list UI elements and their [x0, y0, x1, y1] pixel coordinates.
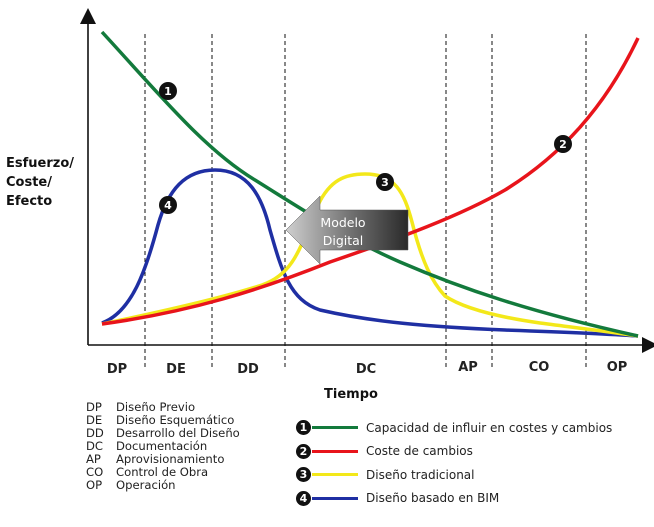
- legend-label: Diseño tradicional: [366, 467, 475, 482]
- y-axis-title: Coste/: [6, 175, 52, 190]
- phase-abbreviation-list: DP Diseño Previo DE Diseño Esquemático D…: [86, 401, 240, 492]
- legend-label: Capacidad de influir en costes y cambios: [366, 420, 613, 435]
- abbreviation-code: DC: [86, 439, 104, 453]
- abbreviation-name: Control de Obra: [116, 465, 209, 479]
- y-axis-title: Efecto: [6, 194, 52, 209]
- legend-item-influence: 1 Capacidad de influir en costes y cambi…: [296, 416, 612, 440]
- abbreviation-row: DP Diseño Previo: [86, 401, 240, 414]
- bim-design-curve: [101, 168, 639, 338]
- phase-label-dd: DD: [237, 362, 259, 377]
- legend-number-badge: 1: [296, 420, 311, 436]
- phase-label-de: DE: [166, 362, 186, 377]
- phase-label-ap: AP: [458, 360, 478, 375]
- abbreviation-row: CO Control de Obra: [86, 466, 240, 479]
- abbreviation-row: DC Documentación: [86, 440, 240, 453]
- abbreviation-name: Diseño Previo: [116, 400, 196, 414]
- legend-label: Diseño basado en BIM: [366, 491, 500, 506]
- abbreviation-code: AP: [86, 452, 101, 466]
- legend-item-bim: 4 Diseño basado en BIM: [296, 487, 612, 511]
- abbreviation-code: CO: [86, 465, 104, 479]
- abbreviation-code: DE: [86, 413, 103, 427]
- curve-legend: 1 Capacidad de influir en costes y cambi…: [296, 416, 612, 510]
- phase-label-co: CO: [529, 360, 550, 375]
- abbreviation-name: Aprovisionamiento: [116, 452, 225, 466]
- x-axis-title: Tiempo: [324, 387, 378, 402]
- svg-text:4: 4: [164, 199, 172, 212]
- phase-dividers: [144, 34, 587, 370]
- legend-item-cost: 2 Coste de cambios: [296, 440, 612, 464]
- abbreviation-name: Diseño Esquemático: [116, 413, 235, 427]
- digital-model-label: Digital: [323, 233, 364, 248]
- traditional-design-curve: [101, 172, 639, 338]
- legend-line-swatch: [312, 496, 358, 500]
- abbreviation-code: OP: [86, 478, 103, 492]
- legend-number-badge: 3: [296, 467, 311, 483]
- legend-line-swatch: [312, 449, 358, 453]
- phase-label-op: OP: [607, 360, 628, 375]
- cost-of-change-curve: [101, 37, 640, 326]
- curve-marker-3: 3: [376, 173, 394, 191]
- y-axis-title: Esfuerzo/: [6, 156, 74, 171]
- abbreviation-row: DD Desarrollo del Diseño: [86, 427, 240, 440]
- abbreviation-row: DE Diseño Esquemático: [86, 414, 240, 427]
- curve-marker-2: 2: [554, 135, 572, 153]
- abbreviation-code: DP: [86, 400, 102, 414]
- legend-number-badge: 2: [296, 443, 311, 459]
- phase-label-dc: DC: [356, 362, 376, 377]
- svg-text:3: 3: [381, 176, 389, 189]
- abbreviation-code: DD: [86, 426, 104, 440]
- digital-model-arrow: Modelo Digital: [285, 195, 409, 265]
- abbreviation-row: AP Aprovisionamiento: [86, 453, 240, 466]
- abbreviation-name: Desarrollo del Diseño: [116, 426, 240, 440]
- abbreviation-row: OP Operación: [86, 479, 240, 492]
- svg-text:1: 1: [164, 85, 172, 98]
- legend-item-traditional: 3 Diseño tradicional: [296, 463, 612, 487]
- svg-text:2: 2: [559, 138, 567, 151]
- legend-line-swatch: [312, 473, 358, 477]
- legend-label: Coste de cambios: [366, 444, 473, 459]
- phase-label-dp: DP: [107, 362, 127, 377]
- legend-number-badge: 4: [296, 490, 311, 506]
- curve-marker-4: 4: [159, 196, 177, 214]
- curve-marker-1: 1: [159, 82, 177, 100]
- abbreviation-name: Operación: [116, 478, 176, 492]
- digital-model-label: Modelo: [320, 215, 365, 230]
- abbreviation-name: Documentación: [116, 439, 208, 453]
- legend-line-swatch: [312, 426, 358, 430]
- influence-curve: [100, 30, 639, 338]
